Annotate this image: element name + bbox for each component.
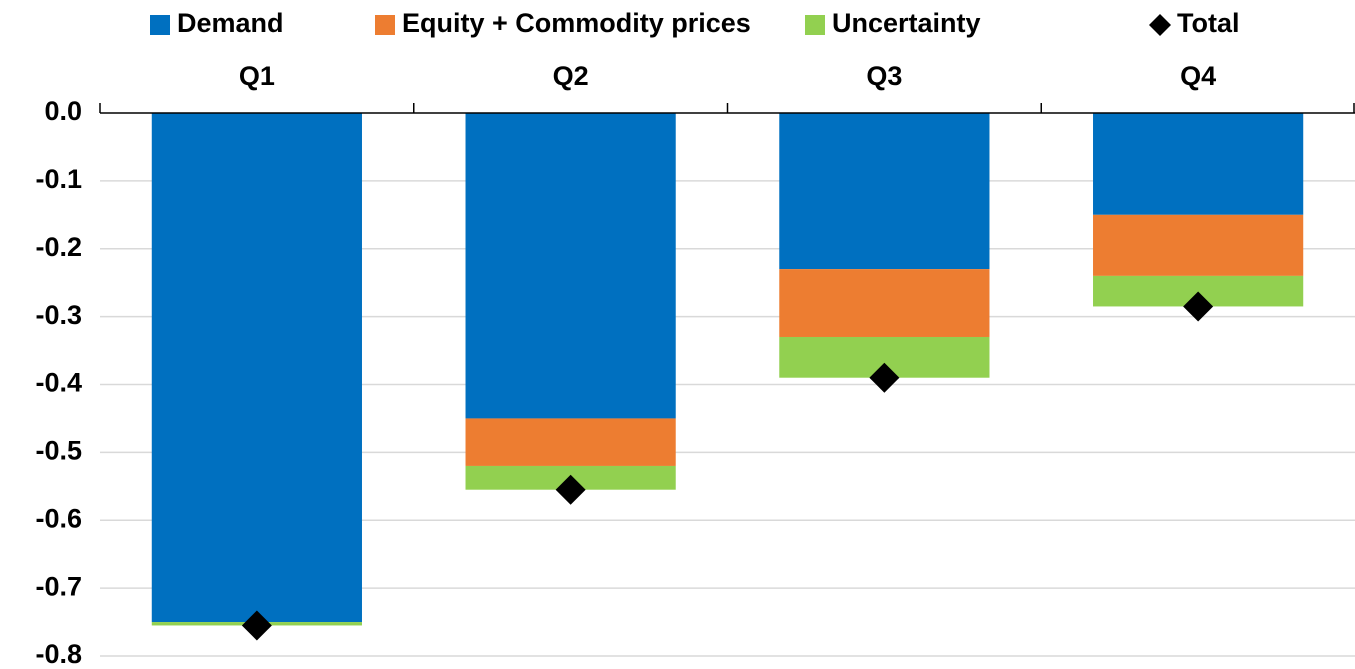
y-tick-label: -0.6	[35, 503, 82, 533]
total-marker	[241, 610, 272, 641]
x-tick-label: Q4	[1180, 61, 1216, 91]
y-tick-label: -0.1	[35, 164, 82, 194]
legend-swatch	[375, 15, 395, 35]
legend-marker	[1149, 14, 1171, 36]
legend-swatch	[805, 15, 825, 35]
bar-segment	[779, 113, 990, 270]
bar-segment	[465, 113, 676, 419]
legend-swatch	[150, 15, 170, 35]
legend-label: Demand	[177, 8, 284, 38]
total-marker	[555, 474, 586, 505]
legend-label: Uncertainty	[832, 8, 981, 38]
x-tick-label: Q3	[866, 61, 902, 91]
total-marker	[869, 362, 900, 393]
y-tick-label: -0.5	[35, 436, 82, 466]
bar-segment	[1093, 214, 1304, 276]
total-marker	[1183, 291, 1214, 322]
x-tick-label: Q2	[553, 61, 589, 91]
legend-label: Equity + Commodity prices	[402, 8, 751, 38]
x-tick-label: Q1	[239, 61, 275, 91]
y-tick-label: -0.8	[35, 639, 82, 669]
bar-segment	[465, 418, 676, 466]
y-tick-label: 0.0	[44, 96, 82, 126]
bar-segment	[1093, 113, 1304, 215]
y-tick-label: -0.4	[35, 368, 82, 398]
legend-label: Total	[1177, 8, 1240, 38]
y-tick-label: -0.7	[35, 571, 82, 601]
y-tick-label: -0.2	[35, 232, 82, 262]
bar-segment	[779, 269, 990, 337]
y-tick-label: -0.3	[35, 300, 82, 330]
bar-segment	[151, 113, 362, 623]
